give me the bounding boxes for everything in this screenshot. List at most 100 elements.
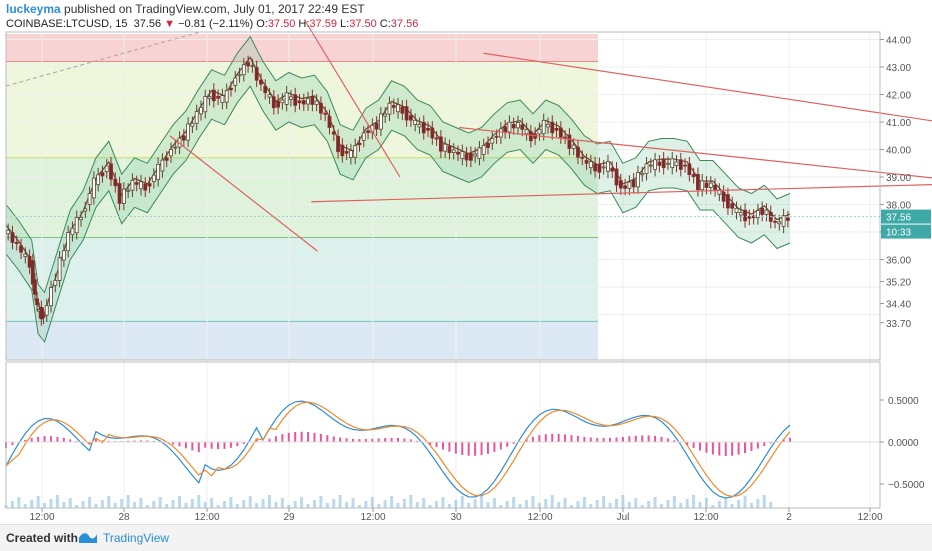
candle	[28, 256, 31, 267]
candle	[221, 96, 224, 103]
candle	[139, 182, 142, 189]
macd-histogram-bar	[403, 438, 405, 442]
candle	[512, 124, 515, 127]
candle	[88, 194, 91, 205]
candle	[195, 112, 198, 124]
candle	[251, 65, 254, 66]
volume-bar	[69, 498, 72, 508]
volume-bar	[352, 498, 355, 508]
candle	[217, 96, 220, 98]
candle	[101, 173, 104, 176]
volume-bar	[43, 503, 46, 508]
candle	[7, 230, 10, 233]
candle	[418, 124, 421, 127]
volume-bar	[718, 501, 721, 508]
macd-histogram-bar	[198, 442, 200, 452]
volume-bar	[519, 504, 522, 508]
candle	[311, 97, 314, 105]
candle	[165, 158, 168, 160]
macd-histogram-bar	[622, 437, 624, 442]
candle	[619, 181, 622, 188]
volume-bar	[178, 496, 181, 508]
volume-bar	[172, 500, 175, 508]
candle	[457, 152, 460, 154]
volume-bar	[474, 499, 477, 508]
macd-tick-label: 0.0000	[888, 438, 919, 449]
volume-bar	[525, 500, 528, 508]
candle	[127, 190, 130, 191]
volume-bar	[101, 500, 104, 508]
macd-histogram-bar	[56, 437, 58, 442]
macd-histogram-bar	[481, 442, 483, 455]
volume-bar	[686, 499, 689, 508]
volume-bar	[602, 496, 605, 508]
candle	[696, 174, 699, 189]
candle	[744, 210, 747, 221]
volume-bar	[397, 503, 400, 508]
macd-histogram-bar	[307, 432, 309, 442]
macd-histogram-bar	[281, 434, 283, 442]
volume-bar	[737, 500, 740, 508]
volume-bar	[544, 499, 547, 508]
candle	[341, 145, 344, 156]
volume-bar	[756, 499, 759, 508]
candle	[684, 165, 687, 166]
price-tick-label: 44.00	[886, 36, 911, 47]
volume-bar	[255, 503, 258, 508]
macd-histogram-bar	[63, 438, 65, 442]
macd-histogram-bar	[378, 438, 380, 442]
volume-bar	[467, 503, 470, 508]
macd-histogram-bar	[217, 442, 219, 449]
volume-bar	[615, 499, 618, 508]
candle	[645, 164, 648, 174]
macd-histogram-bar	[211, 442, 213, 449]
volume-bar	[37, 496, 40, 508]
candle	[521, 125, 524, 130]
price-tick-label: 40.00	[886, 146, 911, 157]
candle	[50, 288, 53, 306]
tradingview-logo-icon[interactable]	[78, 529, 98, 545]
macd-histogram-bar	[628, 436, 630, 442]
candle	[255, 68, 258, 81]
candle	[169, 150, 172, 156]
candle	[615, 169, 618, 185]
candle	[319, 103, 322, 113]
macd-histogram-bar	[500, 442, 502, 449]
macd-histogram-bar	[487, 442, 489, 454]
macd-histogram-bar	[461, 442, 463, 455]
candle	[135, 183, 138, 185]
fib-zone	[6, 238, 598, 322]
x-tick-label: 12:00	[857, 512, 882, 523]
macd-histogram-bar	[763, 442, 765, 446]
volume-bar	[660, 504, 663, 508]
volume-bar	[210, 498, 213, 508]
volume-bar	[628, 502, 631, 508]
macd-histogram-bar	[288, 433, 290, 442]
tradingview-link[interactable]: TradingView	[103, 531, 169, 545]
macd-histogram-bar	[757, 442, 759, 449]
last-price-tag: 37.56	[886, 213, 911, 224]
macd-histogram-bar	[596, 438, 598, 442]
price-tick-label: 35.20	[886, 278, 911, 289]
candle	[422, 122, 425, 133]
candle	[397, 105, 400, 112]
volume-bar	[262, 499, 265, 508]
candle	[774, 221, 777, 222]
candle	[739, 212, 742, 215]
x-tick-label: 2	[786, 512, 792, 523]
candle	[409, 116, 412, 121]
chart-area[interactable]: 44.0043.0042.0041.0040.0039.0038.0037.00…	[0, 0, 932, 524]
candle	[114, 179, 117, 186]
volume-bar	[364, 501, 367, 508]
candle	[42, 315, 45, 318]
candle	[598, 164, 601, 172]
candle	[182, 136, 185, 140]
x-tick-label: 12:00	[29, 512, 54, 523]
volume-bar	[114, 503, 117, 508]
volume-bar	[621, 495, 624, 508]
volume-bar	[692, 495, 695, 508]
macd-histogram-bar	[320, 434, 322, 442]
volume-bar	[133, 502, 136, 508]
macd-histogram-bar	[725, 442, 727, 456]
volume-bar	[204, 502, 207, 508]
